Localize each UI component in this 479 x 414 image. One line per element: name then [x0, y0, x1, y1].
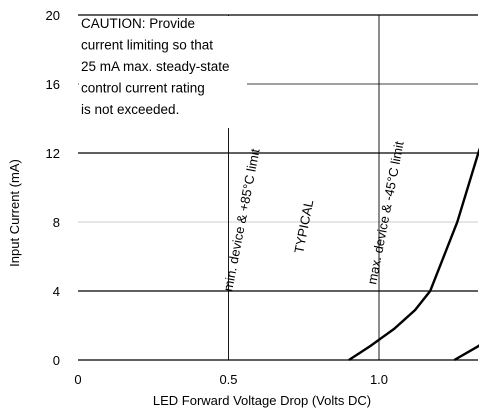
y-tick-label: 20	[46, 8, 60, 23]
y-tick-label: 16	[46, 77, 60, 92]
curve-label-2: max. device & -45°C limit	[364, 140, 407, 286]
y-tick-label: 12	[46, 146, 60, 161]
curve-label-1: TYPICAL	[291, 199, 316, 255]
y-axis-label: Input Current (mA)	[7, 159, 22, 267]
curve-label-0: min. device & +85°C limit	[220, 147, 262, 293]
y-tick-label: 8	[53, 215, 60, 230]
x-tick-label: 1.0	[370, 372, 388, 387]
caution-note-line: CAUTION: Provide	[81, 16, 195, 31]
x-tick-label: 0	[74, 372, 81, 387]
caution-note-line: current limiting so that	[81, 38, 213, 53]
caution-note-box	[79, 16, 247, 128]
caution-note: CAUTION: Provide current limiting so that…	[81, 16, 230, 117]
caution-note-line: 25 mA max. steady-state	[81, 59, 230, 74]
y-tick-label: 4	[53, 284, 60, 299]
caution-note-line: is not exceeded.	[81, 102, 179, 117]
curves	[348, 147, 479, 362]
x-axis-label: LED Forward Voltage Drop (Volts DC)	[153, 393, 371, 408]
x-tick-label: 0.5	[219, 372, 237, 387]
caution-note-line: control current rating	[81, 81, 205, 96]
series-line-0	[348, 147, 479, 362]
y-tick-label: 0	[53, 353, 60, 368]
